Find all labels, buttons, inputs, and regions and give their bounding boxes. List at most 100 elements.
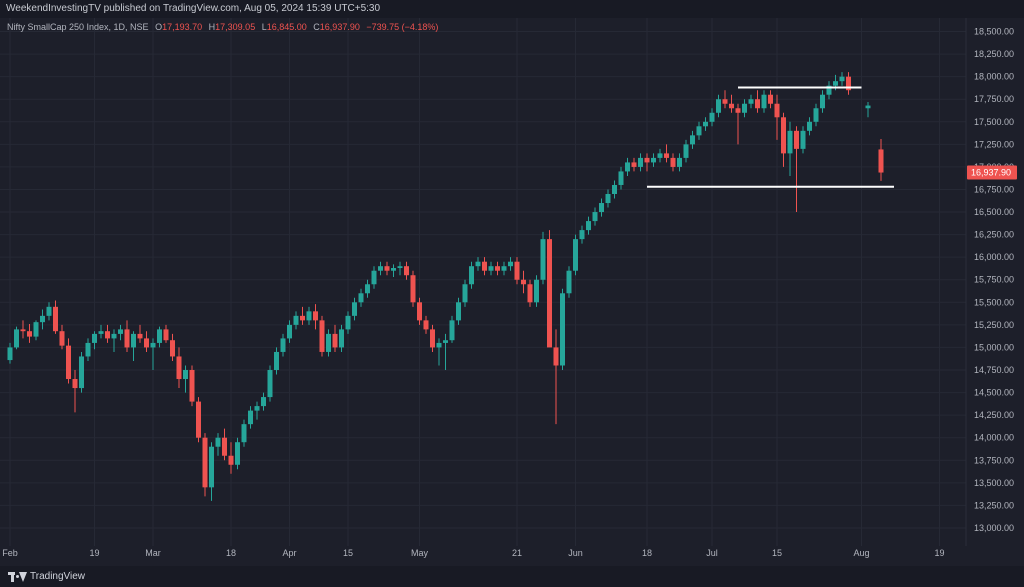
candle-body <box>241 424 247 443</box>
candle-body <box>410 275 416 303</box>
candle-body <box>579 230 585 240</box>
price-tick-label: 16,750.00 <box>974 184 1014 194</box>
candle-body <box>436 342 442 348</box>
time-axis[interactable]: Feb 19 Mar 18 Apr 15 May 21 Jun 18 Jul 15 Aug 19 <box>2 548 944 558</box>
price-tick-label: 14,250.00 <box>974 410 1014 420</box>
time-tick-label: 15 <box>772 548 782 558</box>
publish-text: WeekendInvestingTV published on TradingV… <box>6 3 381 14</box>
candle-body <box>839 76 845 82</box>
candle-body <box>592 212 598 222</box>
price-tick-label: 15,250.00 <box>974 320 1014 330</box>
time-tick-label: Jul <box>706 548 718 558</box>
candle-body <box>703 121 708 127</box>
candle-body <box>254 406 260 411</box>
candle-body <box>787 130 793 154</box>
price-tick-label: 15,750.00 <box>974 275 1014 285</box>
candles <box>7 72 884 501</box>
candle-body <box>202 437 208 488</box>
candle-body <box>163 329 169 341</box>
candle-body <box>46 306 52 316</box>
candle-body <box>137 333 143 339</box>
price-tick-label: 16,250.00 <box>974 230 1014 240</box>
candle-body <box>475 261 481 267</box>
candle-body <box>482 261 487 271</box>
candle-body <box>443 340 448 343</box>
price-tick-label: 18,250.00 <box>974 49 1014 59</box>
legend-o-label: O <box>155 22 162 32</box>
candle-body <box>378 266 383 271</box>
candle-body <box>508 261 513 267</box>
candle-body <box>469 266 474 285</box>
candle-body <box>534 279 539 303</box>
candle-body <box>196 401 201 438</box>
candle-body <box>85 342 91 357</box>
last-price-tag <box>967 165 1017 180</box>
legend-symbol: Nifty SmallCap 250 Index, 1D, NSE <box>7 22 149 32</box>
time-tick-label: 19 <box>934 548 944 558</box>
candle-body <box>358 293 364 303</box>
candle-body <box>209 446 214 488</box>
price-tick-label: 14,750.00 <box>974 365 1014 375</box>
candle-body <box>300 315 305 321</box>
candle-body <box>638 157 643 167</box>
candle-body <box>274 351 279 370</box>
price-tick-label: 18,000.00 <box>974 72 1014 82</box>
candle-body <box>14 329 19 348</box>
candle-body <box>404 266 409 276</box>
time-tick-label: May <box>411 548 429 558</box>
candle-body <box>313 311 318 321</box>
candle-body <box>157 329 162 343</box>
tradingview-logo[interactable]: TradingView <box>8 571 85 583</box>
candle-body <box>566 270 572 294</box>
time-tick-label: 21 <box>512 548 522 558</box>
last-price-label: 16,937.90 <box>971 168 1011 178</box>
candle-body <box>267 370 273 398</box>
candle-body <box>72 379 78 389</box>
price-tick-label: 13,250.00 <box>974 500 1014 510</box>
candle-body <box>800 130 806 149</box>
time-tick-label: Feb <box>2 548 18 558</box>
time-tick-label: Mar <box>145 548 161 558</box>
candle-body <box>690 135 695 145</box>
legend-h-label: H <box>209 22 216 32</box>
candle-body <box>729 103 734 109</box>
candle-body <box>40 315 45 323</box>
price-tick-label: 14,500.00 <box>974 388 1014 398</box>
candle-body <box>105 331 110 339</box>
candle-body <box>176 356 182 380</box>
price-tick-label: 13,750.00 <box>974 455 1014 465</box>
candle-body <box>820 94 825 109</box>
tradingview-brand: TradingView <box>30 571 86 582</box>
candle-body <box>384 266 390 271</box>
candle-body <box>846 76 851 91</box>
price-tick-label: 17,750.00 <box>974 94 1014 104</box>
price-tick-label: 13,000.00 <box>974 523 1014 533</box>
candle-body <box>183 370 188 380</box>
chart-grid <box>0 18 966 546</box>
price-axis[interactable]: 13,000.00 13,250.00 13,500.00 13,750.00 14,0… <box>965 18 1017 546</box>
candle-body <box>33 322 39 337</box>
candlestick-chart[interactable]: 13,000.00 13,250.00 13,500.00 13,750.00 14,0… <box>0 18 1024 566</box>
candle-body <box>462 284 468 303</box>
publish-bar: WeekendInvestingTV published on TradingV… <box>0 0 1024 18</box>
candle-body <box>98 331 104 334</box>
price-tick-label: 14,000.00 <box>974 433 1014 443</box>
candle-body <box>677 157 682 167</box>
candle-body <box>319 320 325 352</box>
candle-body <box>826 85 832 95</box>
candle-body <box>612 184 617 194</box>
candle-body <box>527 284 533 303</box>
candle-body <box>423 320 429 330</box>
candle-body <box>794 130 799 149</box>
candle-body <box>111 333 117 339</box>
trend-lines <box>647 86 894 188</box>
candle-body <box>651 157 656 163</box>
svg-text:Nifty SmallCap 250 Index, 1D,: Nifty SmallCap 250 Index, 1D, NSE O17,19… <box>7 22 438 32</box>
candle-body <box>709 112 715 122</box>
candle-body <box>235 442 240 465</box>
candle-body <box>248 410 253 425</box>
candle-body <box>79 356 84 389</box>
candle-body <box>664 153 669 158</box>
candle-body <box>150 342 156 348</box>
candle-body <box>781 117 786 154</box>
